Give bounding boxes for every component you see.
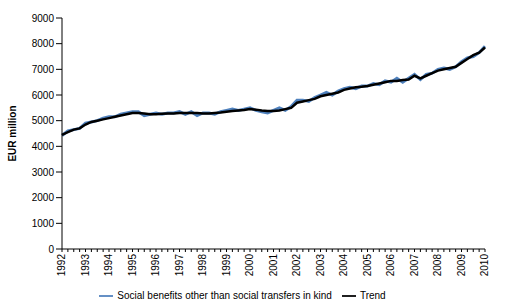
svg-text:1996: 1996 bbox=[150, 254, 161, 277]
svg-text:5000: 5000 bbox=[32, 115, 55, 126]
html-text:Social benefits other than soc: Social benefits other than social transf… bbox=[117, 289, 332, 301]
svg-text:2006: 2006 bbox=[385, 254, 396, 277]
svg-text:2005: 2005 bbox=[362, 254, 373, 277]
svg-text:2003: 2003 bbox=[315, 254, 326, 277]
svg-text:0: 0 bbox=[48, 244, 54, 255]
html-text:Trend: Trend bbox=[359, 289, 386, 301]
svg-text:2000: 2000 bbox=[32, 192, 55, 203]
svg-text:2009: 2009 bbox=[456, 254, 467, 277]
svg-text:2010: 2010 bbox=[479, 254, 490, 277]
svg-text:1000: 1000 bbox=[32, 218, 55, 229]
svg-text:4000: 4000 bbox=[32, 141, 55, 152]
svg-text:2007: 2007 bbox=[409, 254, 420, 277]
svg-text:1994: 1994 bbox=[103, 254, 114, 277]
svg-text:8000: 8000 bbox=[32, 38, 55, 49]
svg-text:1999: 1999 bbox=[221, 254, 232, 277]
svg-text:9000: 9000 bbox=[32, 13, 55, 24]
svg-text:1995: 1995 bbox=[127, 254, 138, 277]
svg-text:1997: 1997 bbox=[174, 254, 185, 277]
svg-text:1993: 1993 bbox=[80, 254, 91, 277]
svg-text:2008: 2008 bbox=[432, 254, 443, 277]
svg-text:2000: 2000 bbox=[244, 254, 255, 277]
svg-text:7000: 7000 bbox=[32, 64, 55, 75]
svg-text:3000: 3000 bbox=[32, 167, 55, 178]
svg-text:2001: 2001 bbox=[268, 254, 279, 277]
svg-text:1998: 1998 bbox=[197, 254, 208, 277]
svg-text:2004: 2004 bbox=[338, 254, 349, 277]
svg-text:EUR million: EUR million bbox=[8, 105, 18, 161]
svg-text:6000: 6000 bbox=[32, 90, 55, 101]
svg-text:1992: 1992 bbox=[56, 254, 67, 277]
svg-text:2002: 2002 bbox=[291, 254, 302, 277]
